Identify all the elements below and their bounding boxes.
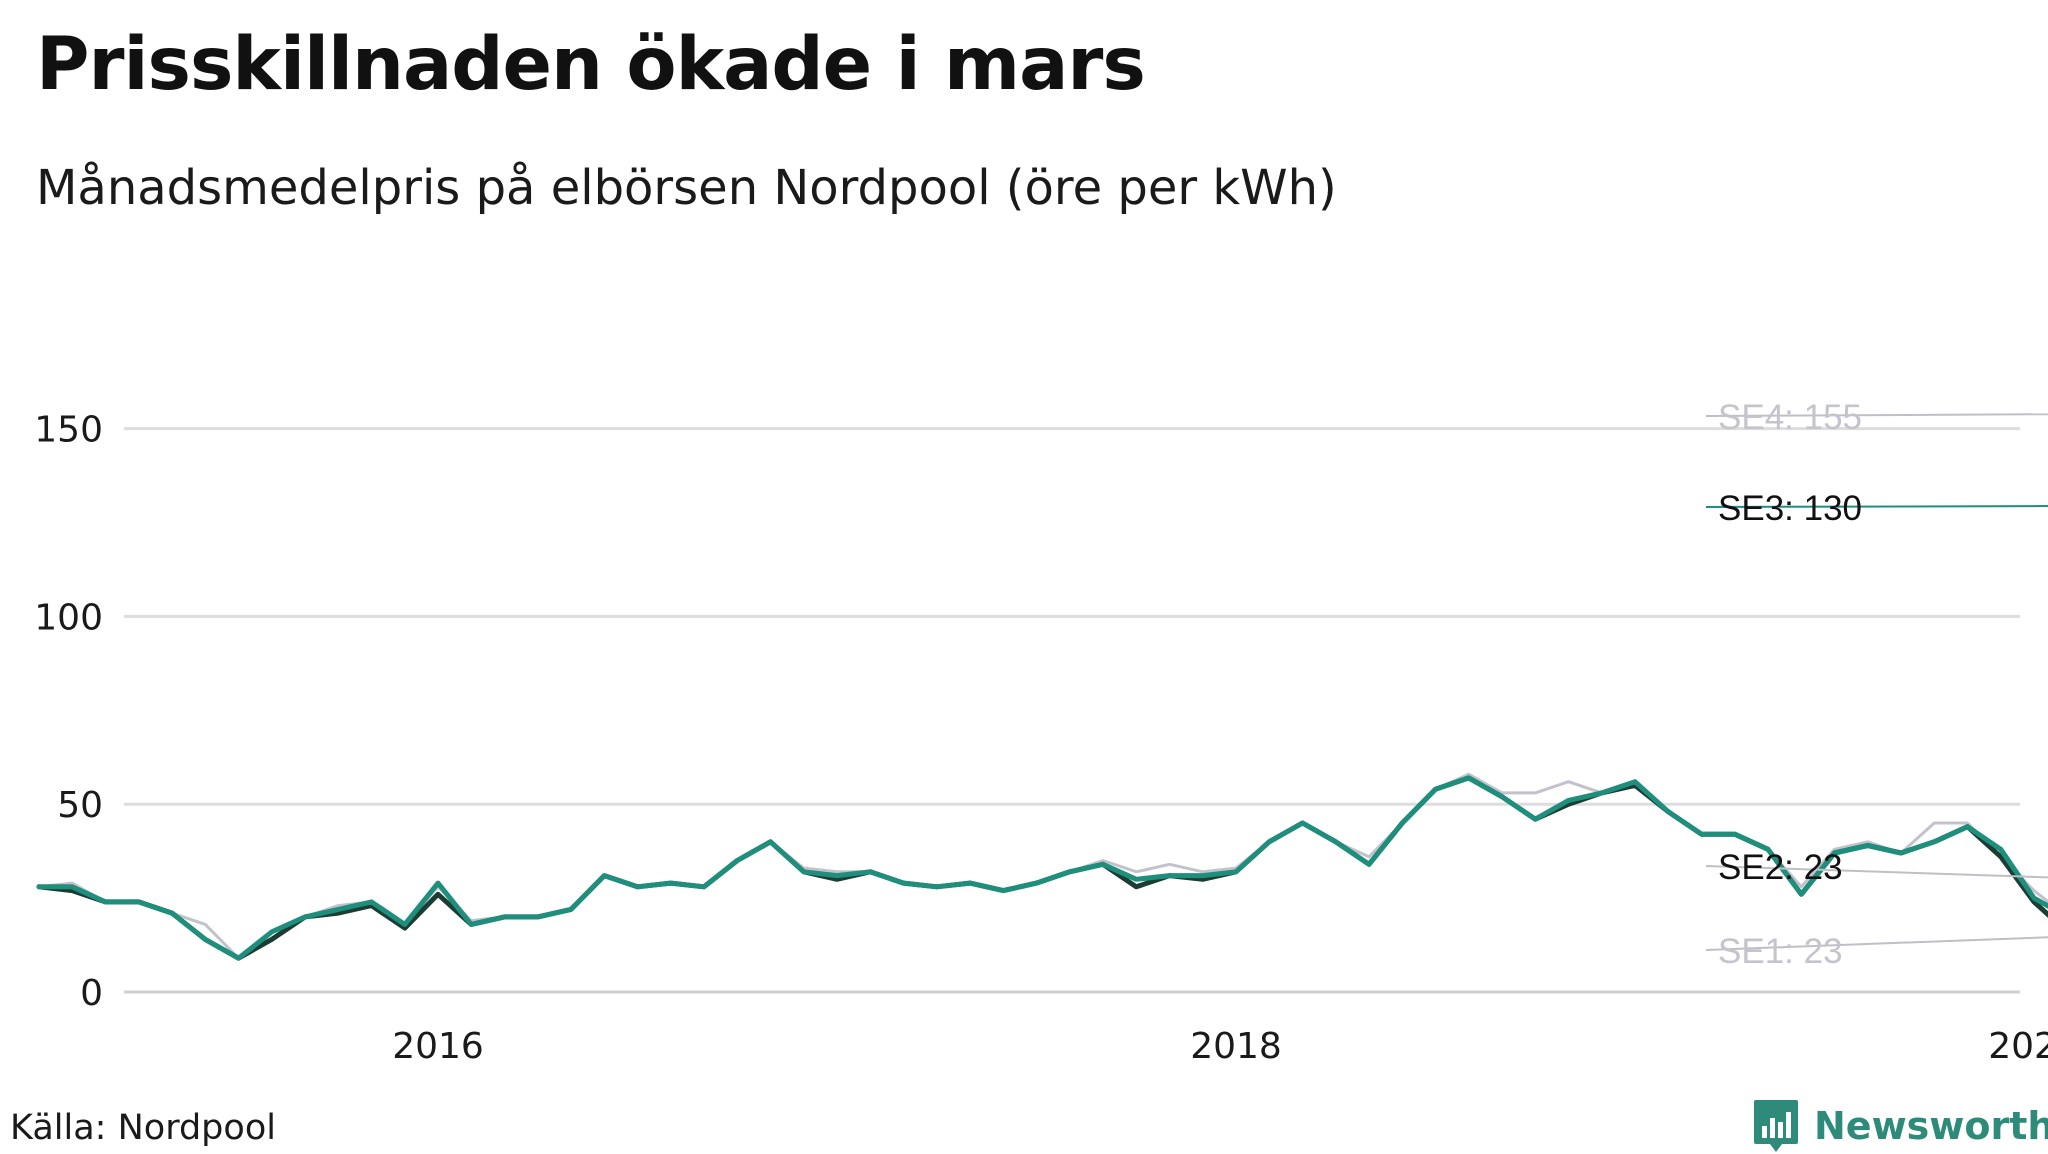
chart-title: Prisskillnaden ökade i mars [36, 22, 1146, 107]
y-tick-label: 150 [34, 410, 103, 451]
y-tick-label: 50 [57, 785, 103, 826]
brand-name: Newsworthy [1814, 1104, 2048, 1148]
y-tick-label: 0 [80, 973, 103, 1014]
chart-subtitle: Månadsmedelpris på elbörsen Nordpool (ör… [36, 160, 1337, 216]
source-note: Källa: Nordpool [10, 1108, 276, 1148]
x-tick-label: 2018 [1190, 1026, 1282, 1067]
series-label-se1: SE1: 23 [1718, 932, 1843, 971]
x-tick-label: 2020 [1988, 1026, 2048, 1067]
series-line-se3 [36, 775, 2048, 961]
series-label-se3: SE3: 130 [1718, 489, 1862, 528]
leader-line-se2 [1705, 865, 2048, 879]
leader-line-se3 [1705, 505, 2048, 508]
series-label-se4: SE4: 155 [1718, 398, 1862, 437]
bar-chart-icon [1754, 1100, 1798, 1152]
leader-line-se1 [1705, 936, 2048, 951]
series-label-se2: SE2: 23 [1718, 848, 1843, 887]
brand-logo[interactable]: Newsworthy [1752, 1098, 2048, 1154]
leader-line-se4 [1705, 413, 2048, 417]
y-tick-label: 100 [34, 597, 103, 638]
x-tick-label: 2016 [392, 1026, 484, 1067]
